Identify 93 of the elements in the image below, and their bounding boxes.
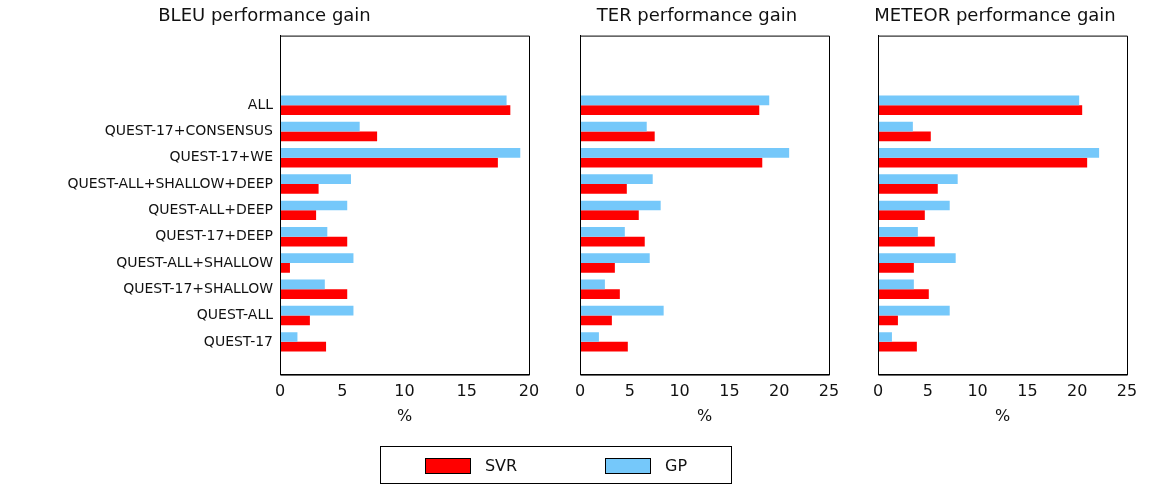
bar (580, 210, 639, 221)
x-tick-label: 5 (922, 381, 933, 401)
bar (878, 279, 914, 290)
bar (580, 289, 620, 299)
x-tick-label: 25 (818, 381, 840, 401)
x-tick-label: 10 (394, 381, 415, 401)
bar (878, 157, 1088, 168)
x-tick-label: 0 (872, 381, 884, 401)
bar (580, 184, 627, 194)
bar (280, 95, 507, 106)
bar (878, 105, 1083, 115)
bar (280, 131, 378, 142)
bar (280, 262, 290, 273)
bar (878, 131, 931, 142)
bar (280, 184, 319, 194)
bar (878, 236, 935, 247)
bar (280, 200, 348, 211)
bar (580, 121, 647, 132)
bar (580, 174, 653, 185)
x-tick-label: 10 (669, 381, 690, 401)
y-tick-label: QUEST-17+DEEP (155, 227, 273, 244)
y-tick-label: QUEST-17+CONSENSUS (104, 122, 274, 139)
x-axis-title: % (396, 405, 413, 425)
bar (878, 332, 892, 342)
x-tick-label: 20 (1067, 381, 1088, 401)
y-tick-label: QUEST-ALL+SHALLOW+DEEP (67, 174, 273, 191)
bar (280, 121, 360, 132)
bar (580, 226, 625, 237)
bar (878, 253, 956, 263)
y-tick-label: QUEST-ALL+SHALLOW (116, 253, 274, 270)
chart-title: BLEU performance gain (158, 4, 371, 26)
bar (280, 148, 521, 158)
bar (878, 341, 917, 352)
bar (878, 289, 929, 299)
x-tick-label: 0 (574, 381, 586, 401)
bar (280, 305, 354, 316)
bar (580, 305, 664, 316)
bar (280, 210, 317, 221)
y-tick-label: QUEST-17+WE (169, 148, 273, 165)
legend-label: GP (664, 455, 688, 475)
bar (580, 262, 615, 273)
bar (280, 315, 310, 326)
x-tick-label: 20 (518, 381, 540, 401)
bar (580, 131, 655, 142)
bar (878, 200, 950, 211)
x-tick-label: 15 (456, 381, 477, 401)
y-tick-label: QUEST-17 (203, 332, 273, 349)
bar (280, 105, 511, 115)
x-tick-label: 0 (274, 381, 286, 401)
bar (580, 95, 770, 106)
bar (878, 148, 1100, 158)
x-tick-label: 15 (1017, 381, 1038, 401)
legend-label: SVR (483, 455, 518, 475)
bar (878, 262, 914, 273)
bar (580, 332, 599, 342)
bar (580, 315, 612, 326)
x-tick-label: 5 (624, 381, 635, 401)
bar (280, 236, 348, 247)
x-axis-title: % (994, 405, 1011, 425)
x-tick-label: 20 (769, 381, 790, 401)
x-tick-label: 5 (337, 381, 348, 401)
chart-title: METEOR performance gain (874, 4, 1116, 26)
bar (878, 184, 938, 194)
bar (580, 236, 645, 247)
y-tick-label: QUEST-ALL+DEEP (148, 201, 273, 217)
bar (280, 226, 328, 237)
bar (878, 210, 925, 221)
y-tick-label: QUEST-17+SHALLOW (123, 279, 274, 296)
bar (580, 341, 628, 352)
bar (580, 105, 760, 115)
bar (280, 332, 298, 342)
bar (280, 157, 498, 168)
bar (580, 200, 661, 211)
y-tick-label: QUEST-ALL (196, 306, 274, 323)
bar (580, 148, 790, 158)
x-tick-label: 15 (719, 381, 740, 401)
bar (280, 253, 354, 263)
bar (280, 279, 325, 290)
bar (878, 121, 913, 132)
bar (280, 289, 348, 299)
bar (878, 95, 1080, 106)
x-axis-title: % (696, 405, 713, 425)
bar (580, 253, 650, 263)
bar (878, 174, 958, 185)
bar (280, 174, 351, 185)
bar (280, 341, 327, 352)
x-tick-label: 10 (967, 381, 988, 401)
chart-title: TER performance gain (595, 4, 798, 26)
x-tick-label: 25 (1116, 381, 1138, 401)
bar (878, 226, 918, 237)
bar (878, 305, 950, 316)
y-tick-label: ALL (247, 95, 274, 112)
bar (580, 157, 763, 168)
